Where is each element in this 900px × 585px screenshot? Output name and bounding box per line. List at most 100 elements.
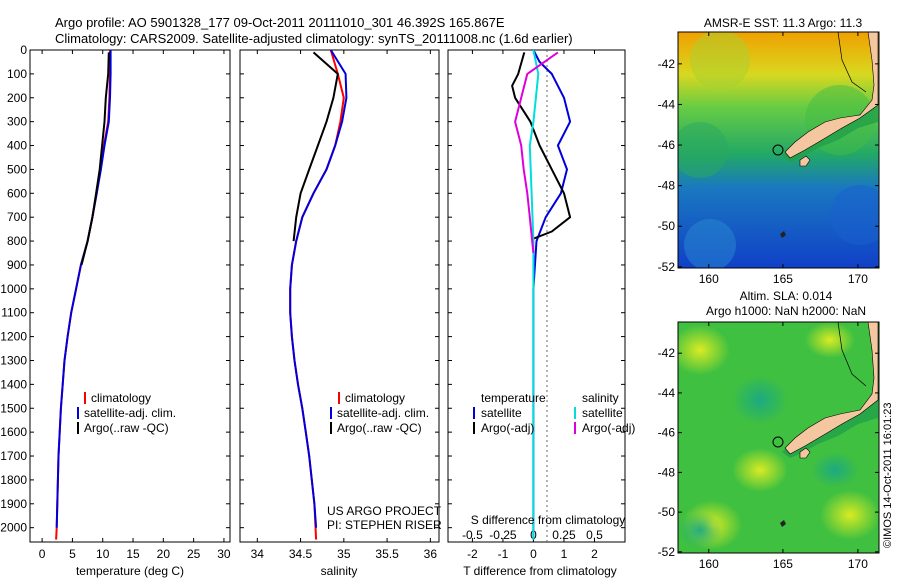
legend-salinity-head: salinity	[582, 391, 619, 405]
depth-tick-label: 300	[7, 115, 27, 129]
map-lat-tick-label: -46	[658, 138, 676, 152]
x-tick-label: 15	[126, 547, 140, 561]
depth-tick-label: 400	[7, 139, 27, 153]
sla-map-title: Altim. SLA: 0.014	[740, 289, 833, 303]
map-lat-tick-label: -48	[658, 465, 676, 479]
t-difference-xlabel: T difference from climatology	[463, 564, 617, 578]
series-temperature-satellite	[532, 50, 572, 540]
map-lat-tick-label: -44	[658, 97, 676, 111]
argo-float-marker	[772, 144, 784, 156]
south-island-land	[784, 32, 879, 159]
legend-argo-label: Argo(..raw -QC)	[337, 421, 422, 435]
temperature-x-axis: 0 5 10 15 20 25 30	[39, 50, 231, 561]
map-lat-tick-label: -50	[658, 219, 676, 233]
map-lat-tick-label: -42	[658, 57, 676, 71]
depth-tick-label: 600	[7, 186, 27, 200]
map-lon-tick-label: 160	[699, 272, 719, 286]
sla-map-subtitle: Argo h1000: NaN h2000: NaN	[706, 304, 866, 318]
s-diff-tick-label: 0.25	[552, 528, 576, 542]
depth-tick-label: 1000	[0, 282, 27, 296]
legend-climatology-label: climatology	[91, 391, 151, 405]
depth-tick-label: 1900	[0, 497, 27, 511]
x-tick-label: 35	[337, 547, 351, 561]
map-lon-tick-label: 165	[773, 272, 793, 286]
series-satellite-adj-clim	[289, 50, 348, 528]
sst-map-title: AMSR-E SST: 11.3 Argo: 11.3	[704, 16, 863, 30]
sst-map-axes: 160 165 170 -42 -44 -46 -48 -50 -52	[658, 32, 879, 286]
depth-tick-label: 800	[7, 234, 27, 248]
x-tick-label: -1	[498, 547, 509, 561]
series-argo-raw-qc	[292, 51, 339, 242]
s-diff-tick-label: -0.25	[489, 528, 517, 542]
sla-map-axes: 160 165 170 -42 -44 -46 -48 -50 -52	[658, 322, 879, 571]
salinity-series	[289, 50, 348, 540]
map-lat-tick-label: -52	[658, 260, 676, 274]
legend-satellite-label: satellite-adj. clim.	[337, 406, 429, 420]
depth-tick-label: 1200	[0, 330, 27, 344]
pi-credit: PI: STEPHEN RISER	[327, 518, 442, 532]
series-climatology	[55, 50, 111, 540]
map-lon-tick-label: 160	[699, 557, 719, 571]
map-lat-tick-label: -48	[658, 179, 676, 193]
temperature-xlabel: temperature (deg C)	[76, 564, 184, 578]
x-tick-label: 34	[251, 547, 265, 561]
x-tick-label: 0	[530, 547, 537, 561]
legend-satellite-label: satellite-adj. clim.	[84, 406, 176, 420]
map-lat-tick-label: -42	[658, 346, 676, 360]
difference-series	[511, 50, 572, 540]
map-lat-tick-label: -44	[658, 386, 676, 400]
map-lon-tick-label: 165	[773, 557, 793, 571]
climatology-subtitle: Climatology: CARS2009. Satellite-adjuste…	[55, 31, 573, 46]
series-climatology	[289, 50, 345, 540]
argo-float-marker	[772, 436, 784, 448]
sla-map-frame	[677, 321, 880, 554]
depth-tick-label: 1800	[0, 473, 27, 487]
imos-credit: ©IMOS 14-Oct-2011 16:01:23	[882, 403, 894, 548]
x-tick-label: 20	[157, 547, 171, 561]
x-tick-label: 2	[591, 547, 598, 561]
x-tick-label: 35.5	[375, 547, 399, 561]
auckland-islands-icon	[780, 520, 786, 527]
depth-tick-label: 1400	[0, 377, 27, 391]
depth-tick-label: 500	[7, 162, 27, 176]
x-tick-label: 30	[217, 547, 231, 561]
map-lat-tick-label: -46	[658, 426, 676, 440]
map-lon-tick-label: 170	[848, 557, 868, 571]
x-tick-label: 25	[187, 547, 201, 561]
difference-legend: temperature salinity satellite Argo(-adj…	[473, 391, 635, 435]
map-lat-tick-label: -50	[658, 505, 676, 519]
depth-tick-label: 0	[20, 43, 27, 57]
x-tick-label: 5	[69, 547, 76, 561]
legend-s-argo-label: Argo(-adj)	[582, 421, 635, 435]
legend-t-satellite-label: satellite	[481, 406, 522, 420]
s-difference-x-axis: -0.5 -0.25 0 0.25 0.5	[462, 528, 603, 542]
series-temperature-argo-adj	[511, 52, 572, 240]
series-satellite-adj-clim	[55, 50, 112, 528]
map-lat-tick-label: -52	[658, 545, 676, 559]
depth-tick-label: 1100	[1, 306, 27, 320]
temperature-series	[55, 50, 112, 540]
s-diff-tick-label: 0.5	[586, 528, 603, 542]
south-island-land	[784, 322, 879, 455]
legend-t-argo-label: Argo(-adj)	[481, 421, 534, 435]
x-tick-label: -2	[467, 547, 478, 561]
sst-map	[678, 32, 879, 268]
stewart-island-land	[799, 155, 811, 167]
series-salinity-argo-adj	[514, 51, 559, 254]
salinity-x-axis: 34 34.5 35 35.5 36	[251, 50, 437, 561]
temperature-legend: climatology satellite-adj. clim. Argo(..…	[77, 391, 176, 435]
depth-tick-label: 900	[7, 258, 27, 272]
salinity-plot-frame	[239, 49, 440, 543]
series-argo-raw-qc	[80, 52, 110, 266]
x-tick-label: 1	[561, 547, 568, 561]
s-difference-label: S difference from climatology	[471, 513, 626, 527]
stewart-island-land	[799, 447, 811, 459]
depth-tick-label: 200	[7, 91, 27, 105]
s-diff-tick-label: -0.5	[462, 528, 483, 542]
sst-map-frame	[677, 31, 880, 269]
depth-tick-label: 1500	[0, 401, 27, 415]
depth-tick-label: 1300	[0, 353, 27, 367]
depth-tick-label: 100	[7, 67, 27, 81]
